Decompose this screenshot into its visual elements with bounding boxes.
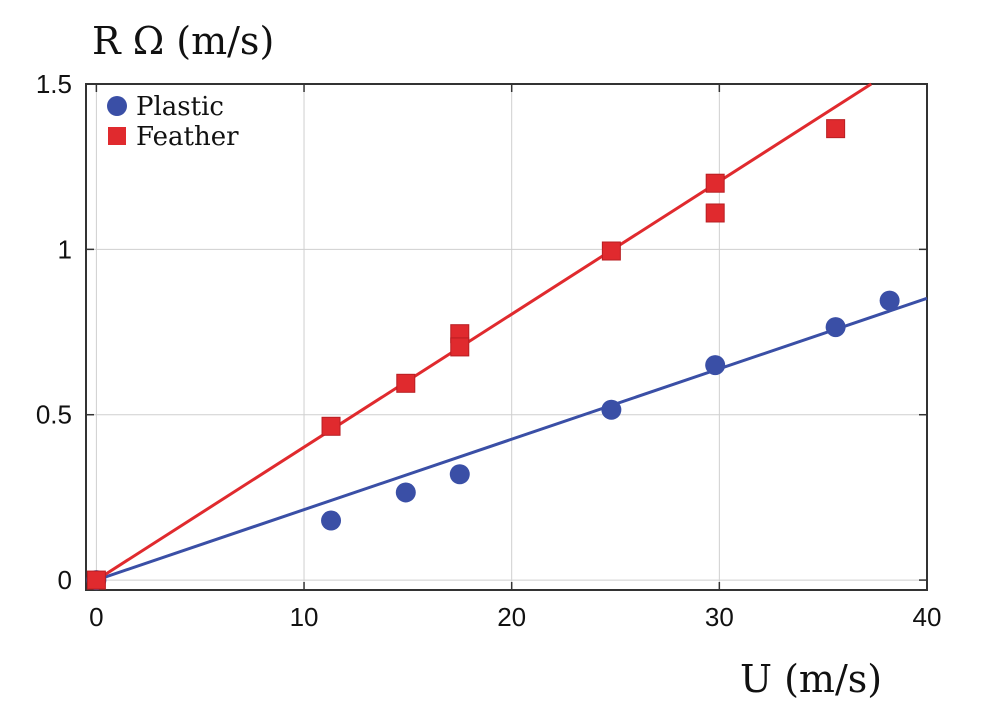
- legend-marker-plastic: [107, 96, 127, 116]
- x-axis-title: U (m/s): [740, 657, 882, 701]
- feather-point: [826, 119, 846, 139]
- plastic-point: [705, 355, 726, 376]
- fit-lines: [95, 82, 928, 582]
- feather-point: [86, 570, 106, 590]
- x-tick-label: 40: [913, 602, 942, 632]
- plastic-point: [879, 290, 900, 311]
- axis-ticks: 0 10 20 30 40 0 0.5 1 1.5: [36, 69, 942, 632]
- x-tick-label: 20: [497, 602, 526, 632]
- legend-marker-feather: [108, 127, 126, 145]
- y-tick-label: 1: [58, 234, 72, 264]
- feather-point: [321, 416, 341, 436]
- x-tick-label: 0: [89, 602, 103, 632]
- feather-point: [601, 241, 621, 261]
- y-tick-label: 1.5: [36, 69, 72, 99]
- feather-point: [705, 203, 725, 223]
- feather-fit-line: [95, 82, 873, 582]
- plastic-point: [395, 482, 416, 503]
- y-axis-title: R Ω (m/s): [92, 19, 274, 63]
- plastic-point: [825, 317, 846, 338]
- x-tick-label: 10: [290, 602, 319, 632]
- plastic-point: [449, 464, 470, 485]
- feather-point: [450, 337, 470, 357]
- plastic-fit-line: [95, 296, 928, 582]
- y-tick-label: 0: [58, 565, 72, 595]
- feather-point: [705, 173, 725, 193]
- plot-frame: [85, 83, 928, 591]
- legend-label-feather: Feather: [136, 122, 239, 152]
- plastic-point: [601, 399, 622, 420]
- plastic-point: [321, 510, 342, 531]
- legend-label-plastic: Plastic: [136, 92, 224, 122]
- feather-point: [396, 373, 416, 393]
- y-tick-label: 0.5: [36, 400, 72, 430]
- x-tick-label: 30: [705, 602, 734, 632]
- data-points: [86, 119, 900, 591]
- grid: [86, 83, 928, 590]
